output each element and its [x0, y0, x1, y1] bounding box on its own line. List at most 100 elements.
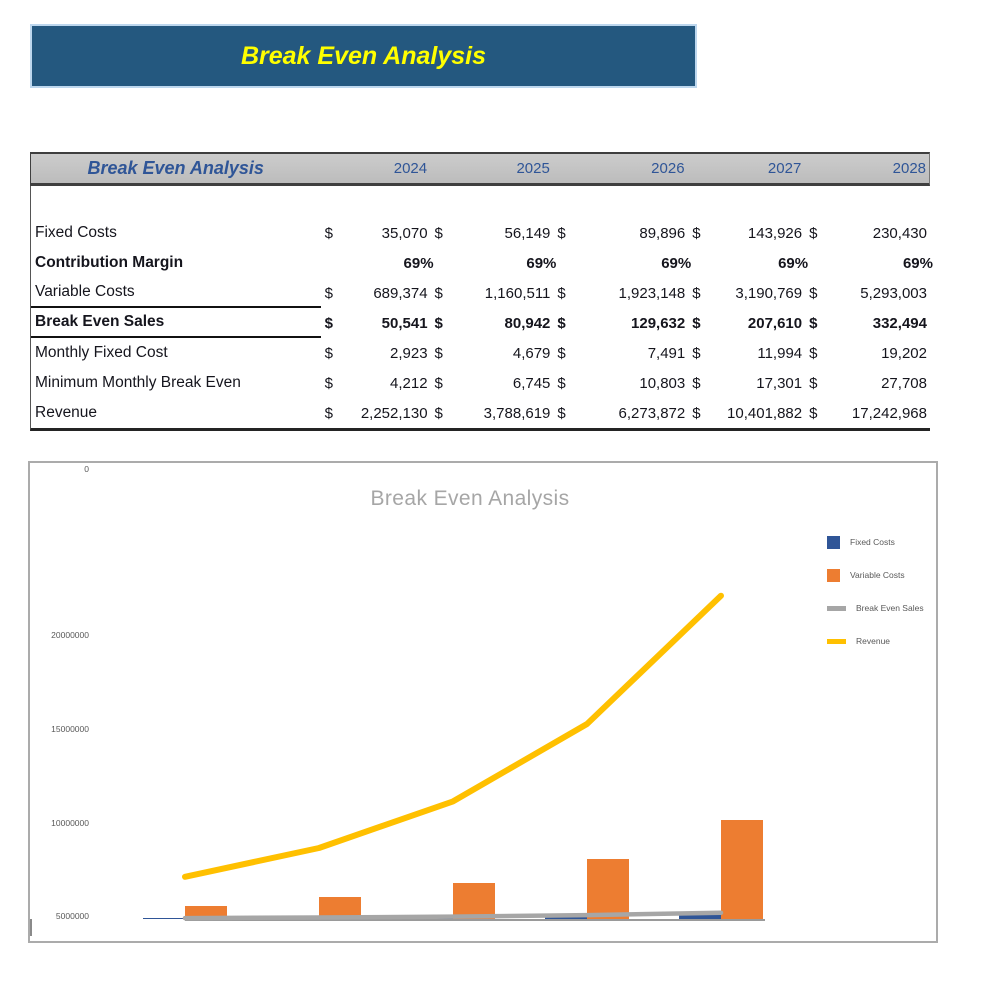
cell-value: 207,610	[747, 314, 803, 332]
table-title: Break Even Analysis	[87, 158, 264, 178]
cell-value: 69%	[526, 254, 557, 272]
year-header-2025: 2025	[516, 160, 550, 177]
fixed-costs-bar	[545, 916, 587, 919]
y-axis-tick-label: 0	[84, 464, 89, 474]
x-axis-line	[185, 919, 765, 921]
cell-value: 80,942	[504, 314, 551, 332]
revenue-line	[182, 592, 724, 880]
variable-costs-bar	[587, 859, 629, 919]
currency-symbol: $	[324, 284, 334, 302]
table-row-contribution-margin: Contribution Margin 69% 69% 69% 69% 69%	[31, 248, 933, 278]
currency-symbol: $	[809, 404, 818, 422]
currency-symbol: $	[434, 314, 443, 332]
table-row-minimum-monthly-break-even: Minimum Monthly Break Even $4,212 $6,745…	[31, 368, 930, 398]
cell-value: 5,293,003	[860, 284, 927, 302]
cell-value: 332,494	[872, 314, 927, 332]
row-label: Monthly Fixed Cost	[35, 344, 168, 361]
table-row-break-even-sales: Break Even Sales $50,541 $80,942 $129,63…	[31, 308, 930, 338]
row-label: Revenue	[35, 404, 98, 421]
table-row-monthly-fixed-cost: Monthly Fixed Cost $2,923 $4,679 $7,491 …	[31, 338, 930, 368]
table-row-variable-costs: Variable Costs $689,374 $1,160,511 $1,92…	[31, 278, 930, 308]
cell-value: 143,926	[747, 224, 803, 242]
cell-value: 69%	[403, 254, 434, 272]
currency-symbol: $	[692, 374, 701, 392]
break-even-sales-line	[182, 910, 724, 921]
variable-costs-bar	[319, 897, 361, 919]
cell-value: 19,202	[881, 344, 927, 362]
chart-line-layer	[182, 592, 724, 921]
legend-label: Revenue	[856, 636, 891, 646]
currency-symbol: $	[692, 284, 701, 302]
cell-value: 11,994	[757, 344, 803, 362]
cell-value: 1,923,148	[618, 284, 686, 302]
fixed-costs-swatch-icon	[827, 535, 840, 549]
currency-symbol: $	[324, 344, 334, 362]
legend-item-break-even-sales: Break Even Sales	[827, 601, 924, 615]
y-axis-tick-label: 15000000	[51, 724, 89, 734]
year-header-2027: 2027	[767, 160, 802, 177]
cell-value: 69%	[902, 254, 933, 272]
currency-symbol: $	[692, 404, 701, 422]
currency-symbol: $	[557, 314, 566, 332]
currency-symbol: $	[557, 404, 566, 422]
y-axis-tick-label: 5000000	[55, 911, 89, 921]
currency-symbol: $	[324, 224, 334, 242]
legend-item-revenue: Revenue	[827, 634, 890, 648]
currency-symbol: $	[557, 284, 566, 302]
currency-symbol: $	[324, 404, 334, 422]
year-header-2026: 2026	[651, 160, 685, 177]
year-header-2028: 2028	[892, 160, 927, 177]
y-axis-tick-label: 10000000	[51, 818, 89, 828]
cell-value: 3,190,769	[735, 284, 803, 302]
currency-symbol: $	[324, 374, 334, 392]
cell-value: 1,160,511	[484, 284, 551, 302]
currency-symbol: $	[324, 314, 334, 332]
cell-value: 3,788,619	[483, 404, 551, 422]
cell-value: 6,273,872	[618, 404, 686, 422]
cell-value: 50,541	[381, 314, 428, 332]
cell-value: 10,803	[639, 374, 686, 392]
y-axis-tick-label: 20000000	[51, 630, 89, 640]
currency-symbol: $	[434, 344, 443, 362]
cell-value: 689,374	[373, 284, 428, 302]
page-banner: Break Even Analysis	[30, 24, 697, 88]
row-label: Minimum Monthly Break Even	[35, 374, 241, 391]
year-header-2024: 2024	[393, 160, 428, 177]
break-even-chart: Break Even Analysis 20000000 15000000 10…	[28, 461, 938, 943]
legend-item-variable-costs: Variable Costs	[827, 568, 905, 582]
cell-value: 4,679	[512, 344, 551, 362]
currency-symbol: $	[809, 374, 818, 392]
cell-value: 69%	[778, 254, 809, 272]
break-even-sales-swatch-icon	[827, 605, 846, 611]
cell-value: 27,708	[881, 374, 927, 392]
currency-symbol: $	[809, 314, 818, 332]
table-row-fixed-costs: Fixed Costs $35,070 $56,149 $89,896 $143…	[31, 218, 930, 248]
cell-value: 7,491	[647, 344, 686, 362]
currency-symbol: $	[809, 344, 818, 362]
cell-value: 230,430	[872, 224, 927, 242]
cell-value: 35,070	[381, 224, 428, 242]
row-label: Break Even Sales	[31, 308, 321, 338]
cell-value: 2,252,130	[360, 404, 428, 422]
legend-item-fixed-costs: Fixed Costs	[827, 535, 895, 549]
variable-costs-bar	[453, 882, 495, 919]
cell-value: 17,242,968	[851, 404, 927, 422]
cell-value: 69%	[661, 254, 692, 272]
row-label: Fixed Costs	[35, 224, 117, 241]
cell-value: 56,149	[504, 224, 551, 242]
legend-label: Fixed Costs	[850, 537, 895, 547]
currency-symbol: $	[692, 314, 701, 332]
table-body: Fixed Costs $35,070 $56,149 $89,896 $143…	[30, 218, 933, 431]
table-row-revenue: Revenue $2,252,130 $3,788,619 $6,273,872…	[31, 398, 930, 428]
currency-symbol: $	[809, 224, 818, 242]
currency-symbol: $	[557, 374, 566, 392]
currency-symbol: $	[557, 224, 566, 242]
variable-costs-swatch-icon	[827, 568, 840, 582]
chart-title: Break Even Analysis	[370, 487, 570, 510]
variable-costs-bar	[721, 819, 763, 919]
cell-value: 17,301	[756, 374, 803, 392]
chart-plot-area	[30, 463, 940, 945]
break-even-table: Break Even Analysis 2024 2025 2026 2027 …	[30, 152, 933, 431]
legend-label: Variable Costs	[850, 570, 905, 580]
cell-value: 10,401,882	[727, 404, 803, 422]
